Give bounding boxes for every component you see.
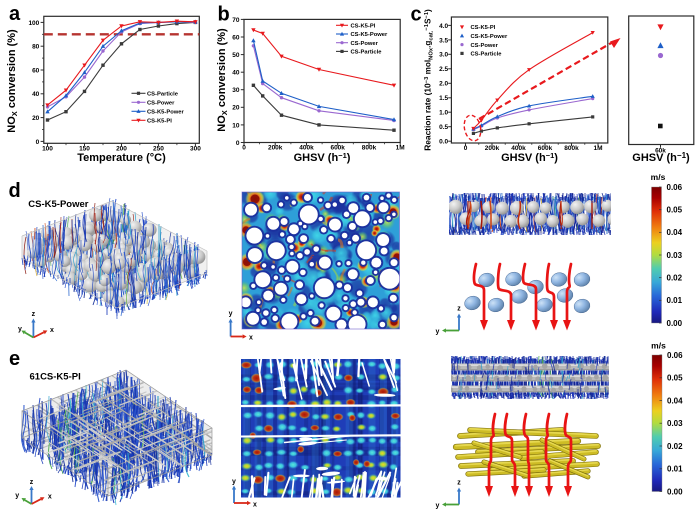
svg-text:CS-K5-Power: CS-K5-Power: [471, 34, 508, 40]
svg-text:0.00: 0.00: [667, 487, 683, 496]
svg-text:200k: 200k: [268, 145, 283, 152]
svg-text:61CS-K5-PI: 61CS-K5-PI: [30, 372, 81, 383]
svg-text:CS-K5-Power: CS-K5-Power: [351, 32, 388, 38]
svg-text:60k: 60k: [655, 148, 666, 155]
svg-text:0.03: 0.03: [667, 251, 683, 260]
svg-text:0.00: 0.00: [667, 319, 683, 328]
svg-text:30: 30: [232, 87, 240, 94]
svg-text:GHSV (h−1): GHSV (h−1): [501, 151, 558, 164]
svg-text:GHSV (h−1): GHSV (h−1): [294, 151, 351, 164]
svg-text:60: 60: [232, 34, 240, 41]
svg-text:y: y: [436, 503, 440, 510]
svg-text:1.0: 1.0: [439, 110, 448, 117]
svg-text:20: 20: [232, 105, 240, 112]
svg-text:200k: 200k: [485, 145, 500, 152]
svg-text:70: 70: [232, 17, 240, 24]
svg-text:800k: 800k: [362, 145, 377, 152]
svg-text:0: 0: [464, 145, 468, 152]
svg-text:CS-K5-PI: CS-K5-PI: [147, 119, 172, 125]
svg-text:m/s: m/s: [651, 172, 666, 182]
svg-text:z: z: [457, 306, 461, 313]
svg-text:3.5: 3.5: [439, 37, 448, 44]
svg-text:y: y: [232, 479, 236, 486]
svg-text:CS-K5-Power: CS-K5-Power: [147, 110, 184, 116]
svg-text:CS-K5-PI: CS-K5-PI: [351, 24, 376, 30]
svg-text:0.05: 0.05: [667, 206, 683, 215]
svg-text:y: y: [229, 311, 233, 318]
svg-text:4.0: 4.0: [439, 23, 448, 30]
svg-text:CS-K5-PI: CS-K5-PI: [471, 25, 496, 31]
svg-text:1M: 1M: [593, 145, 602, 152]
svg-text:0.03: 0.03: [667, 419, 683, 428]
svg-text:y: y: [18, 326, 22, 333]
svg-text:Temperature (°C): Temperature (°C): [77, 152, 166, 164]
svg-text:CS-Power: CS-Power: [351, 41, 379, 47]
svg-text:NOX conversion (%): NOX conversion (%): [6, 29, 19, 133]
svg-text:2.0: 2.0: [439, 81, 448, 88]
svg-text:300: 300: [190, 146, 201, 153]
svg-text:0.01: 0.01: [667, 465, 683, 474]
svg-text:z: z: [30, 479, 34, 486]
svg-text:y: y: [15, 493, 19, 500]
svg-text:0.02: 0.02: [667, 442, 683, 451]
svg-text:0.04: 0.04: [667, 228, 683, 237]
svg-text:100: 100: [28, 20, 39, 27]
svg-text:x: x: [50, 327, 54, 334]
svg-text:600k: 600k: [538, 145, 553, 152]
svg-text:x: x: [48, 494, 52, 501]
svg-text:0: 0: [242, 145, 246, 152]
svg-text:200: 200: [116, 146, 127, 153]
svg-text:400k: 400k: [299, 145, 314, 152]
svg-text:60: 60: [32, 67, 40, 74]
svg-text:CS-Particle: CS-Particle: [147, 92, 179, 98]
svg-text:d: d: [9, 180, 21, 202]
svg-text:0.02: 0.02: [667, 274, 683, 283]
svg-text:c: c: [411, 3, 422, 25]
svg-text:GHSV (h−1): GHSV (h−1): [632, 151, 690, 164]
svg-text:600k: 600k: [330, 145, 345, 152]
svg-text:0: 0: [36, 139, 40, 146]
svg-text:1M: 1M: [396, 145, 405, 152]
svg-text:800k: 800k: [564, 145, 579, 152]
svg-text:150: 150: [79, 146, 90, 153]
svg-text:0.04: 0.04: [667, 396, 683, 405]
svg-text:0.06: 0.06: [667, 183, 683, 192]
svg-text:40: 40: [232, 70, 240, 77]
svg-text:0.05: 0.05: [667, 374, 683, 383]
svg-text:400k: 400k: [511, 145, 526, 152]
svg-text:e: e: [9, 348, 20, 370]
svg-text:x: x: [249, 335, 253, 342]
svg-text:80: 80: [32, 44, 40, 51]
svg-text:y: y: [436, 329, 440, 336]
svg-text:z: z: [32, 311, 36, 318]
svg-text:CS-Power: CS-Power: [471, 43, 499, 49]
svg-text:m/s: m/s: [651, 341, 666, 351]
svg-text:b: b: [218, 4, 230, 26]
svg-text:0.0: 0.0: [439, 139, 448, 146]
svg-text:3.0: 3.0: [439, 52, 448, 59]
svg-text:x: x: [253, 502, 257, 509]
svg-text:1.5: 1.5: [439, 95, 448, 102]
svg-text:0: 0: [236, 140, 240, 147]
svg-text:z: z: [457, 480, 461, 487]
svg-text:50: 50: [232, 52, 240, 59]
svg-text:a: a: [9, 3, 21, 25]
svg-text:40: 40: [32, 91, 40, 98]
svg-text:250: 250: [153, 146, 164, 153]
svg-text:2.5: 2.5: [439, 66, 448, 73]
svg-text:0.06: 0.06: [667, 351, 683, 360]
svg-text:0.5: 0.5: [439, 124, 448, 131]
svg-text:CS-Particle: CS-Particle: [471, 52, 503, 58]
svg-text:100: 100: [42, 146, 53, 153]
svg-text:NOX conversion (%): NOX conversion (%): [216, 28, 229, 132]
svg-text:0.01: 0.01: [667, 296, 683, 305]
svg-text:CS-K5-Power: CS-K5-Power: [28, 199, 88, 210]
svg-text:10: 10: [232, 122, 240, 129]
svg-text:CS-Power: CS-Power: [147, 101, 175, 107]
svg-text:CS-Particle: CS-Particle: [351, 50, 383, 56]
svg-text:Reaction rate (10−3 molNOx.gca: Reaction rate (10−3 molNOx.gcat.−1S−1): [423, 9, 435, 151]
svg-text:20: 20: [32, 115, 40, 122]
